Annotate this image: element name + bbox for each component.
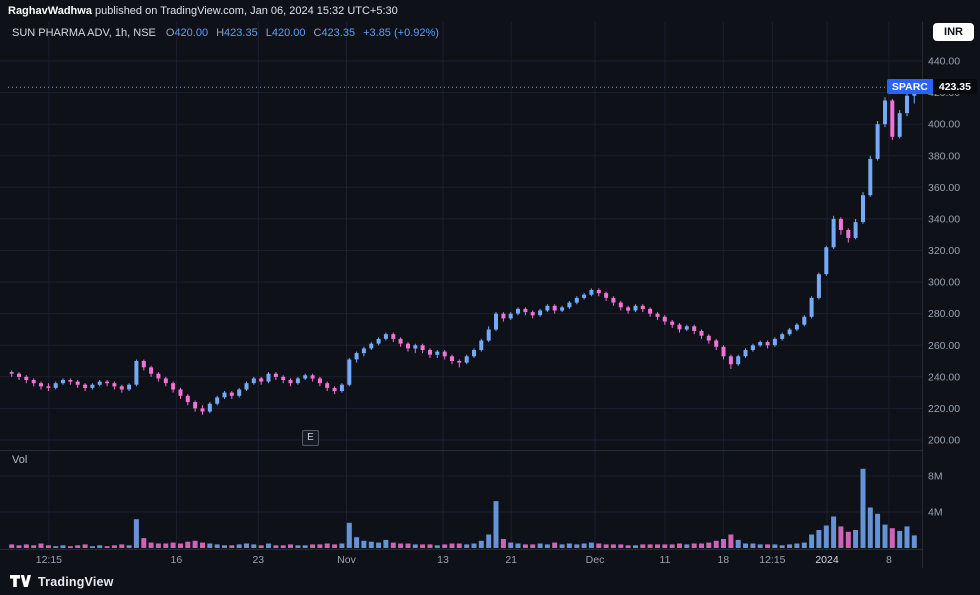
- earnings-event-marker[interactable]: E: [302, 430, 319, 446]
- publish-info-bar: RaghavWadhwa published on TradingView.co…: [0, 0, 980, 22]
- svg-text:440.00: 440.00: [928, 56, 960, 68]
- svg-text:2024: 2024: [815, 554, 839, 566]
- svg-text:23: 23: [252, 554, 264, 566]
- svg-text:360.00: 360.00: [928, 182, 960, 194]
- price-change: +3.85 (+0.92%): [363, 27, 439, 39]
- svg-text:280.00: 280.00: [928, 308, 960, 320]
- svg-text:8M: 8M: [928, 471, 943, 483]
- last-price-ticker: SPARC: [886, 79, 933, 95]
- svg-text:8: 8: [886, 554, 892, 566]
- svg-text:380.00: 380.00: [928, 150, 960, 162]
- symbol-title: SUN PHARMA ADV, 1h, NSE: [12, 27, 156, 39]
- tradingview-logo-icon[interactable]: [10, 574, 31, 589]
- publisher-username: RaghavWadhwa: [8, 5, 92, 17]
- last-price-tag: SPARC 423.35: [886, 79, 977, 95]
- svg-text:13: 13: [437, 554, 449, 566]
- svg-text:16: 16: [171, 554, 183, 566]
- ohlc-open: O420.00: [165, 27, 209, 39]
- ohlc-high: H423.35: [216, 27, 258, 39]
- symbol-legend: SUN PHARMA ADV, 1h, NSE O420.00 H423.35 …: [12, 27, 439, 39]
- last-price-value: 423.35: [932, 79, 977, 95]
- svg-text:11: 11: [660, 554, 671, 566]
- svg-text:Nov: Nov: [337, 554, 356, 566]
- svg-text:12:15: 12:15: [36, 554, 62, 566]
- svg-text:18: 18: [717, 554, 729, 566]
- svg-text:12:15: 12:15: [759, 554, 785, 566]
- svg-text:400.00: 400.00: [928, 119, 960, 131]
- svg-text:340.00: 340.00: [928, 213, 960, 225]
- svg-text:220.00: 220.00: [928, 403, 960, 415]
- svg-text:200.00: 200.00: [928, 435, 960, 447]
- svg-text:260.00: 260.00: [928, 340, 960, 352]
- ohlc-low: L420.00: [265, 27, 306, 39]
- currency-button[interactable]: INR: [933, 23, 974, 41]
- volume-pane-label: Vol: [12, 454, 28, 466]
- svg-text:300.00: 300.00: [928, 277, 960, 289]
- tradingview-brand[interactable]: TradingView: [38, 574, 114, 589]
- svg-text:Dec: Dec: [586, 554, 605, 566]
- ohlc-close: C423.35: [313, 27, 356, 39]
- svg-text:4M: 4M: [928, 507, 943, 519]
- svg-text:21: 21: [505, 554, 517, 566]
- svg-text:320.00: 320.00: [928, 245, 960, 257]
- svg-text:240.00: 240.00: [928, 371, 960, 383]
- footer-bar: TradingView: [0, 568, 980, 595]
- publish-info-text: published on TradingView.com, Jan 06, 20…: [94, 5, 398, 17]
